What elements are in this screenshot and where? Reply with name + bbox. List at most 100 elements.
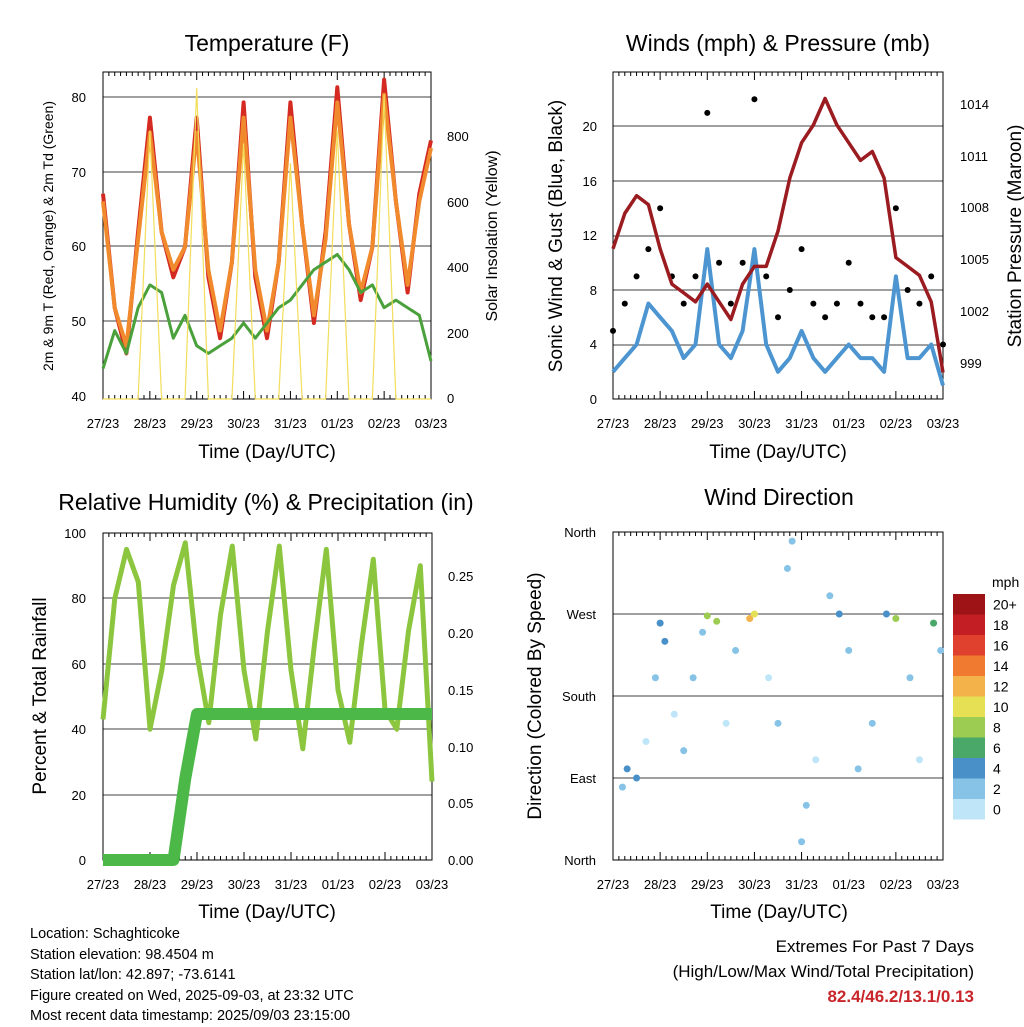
colorbar-swatch: [953, 635, 985, 656]
x-tick-label: 30/23: [227, 416, 260, 431]
x-tick-label: 27/23: [597, 877, 630, 892]
winds-left-ticks: 0 4 8 12 16 20: [583, 119, 597, 407]
direction-point: [915, 756, 923, 764]
wind-ytick-20: 20: [583, 119, 597, 134]
winds-xlabel: Time (Day/UTC): [709, 442, 847, 463]
temperature-ylabel-left: 2m & 9m T (Red, Orange) & 2m Td (Green): [40, 101, 56, 371]
extremes-summary: Extremes For Past 7 Days (High/Low/Max W…: [673, 934, 974, 1009]
x-tick-label: 27/23: [87, 416, 120, 431]
direction-point: [713, 617, 721, 625]
x-tick-label: 01/23: [832, 877, 865, 892]
colorbar-swatch: [953, 717, 985, 738]
rh-y2tick-005: 0.05: [448, 796, 473, 811]
direction-point: [661, 637, 669, 645]
station-info: Location: Schaghticoke Station elevation…: [30, 924, 354, 1027]
extremes-subtitle: (High/Low/Max Wind/Total Precipitation): [672, 962, 974, 981]
x-tick-label: 29/23: [181, 877, 214, 892]
direction-point: [802, 801, 810, 809]
winds-x-ticks: 27/23 28/23 29/23 30/23 31/23 01/23 02/23 03/23: [597, 72, 959, 431]
dir-ytick-west: West: [567, 607, 597, 622]
series-station-pressure: [611, 96, 945, 373]
temp-y2tick-400: 400: [447, 260, 469, 275]
colorbar-label: 14: [993, 658, 1009, 674]
wind-y2tick-1005: 1005: [960, 252, 989, 267]
humidity-left-ticks: 0 20 40 60 80 100: [64, 526, 86, 868]
gust-point: [822, 314, 829, 321]
x-tick-label: 29/23: [691, 877, 724, 892]
humidity-title: Relative Humidity (%) & Precipitation (i…: [58, 489, 473, 515]
colorbar-swatch: [953, 799, 985, 820]
colorbar-swatch: [953, 655, 985, 676]
direction-point: [750, 610, 758, 618]
gust-point: [798, 246, 805, 253]
winds-right-ticks: 999 1002 1005 1008 1011 1014: [960, 97, 989, 371]
x-tick-label: 01/23: [322, 877, 355, 892]
x-tick-label: 28/23: [134, 416, 167, 431]
x-tick-label: 02/23: [880, 416, 913, 431]
gust-point: [881, 314, 888, 321]
gust-point: [610, 327, 616, 334]
gust-point: [704, 109, 711, 116]
direction-point: [845, 646, 853, 654]
latest-data-timestamp: Most recent data timestamp: 2025/09/03 2…: [30, 1008, 351, 1024]
direction-point: [670, 710, 678, 718]
gust-point: [763, 273, 770, 280]
direction-point: [623, 765, 631, 773]
gust-point: [904, 287, 911, 293]
direction-point: [765, 674, 773, 682]
colorbar-label: 6: [993, 740, 1001, 756]
colorbar-swatch: [953, 614, 985, 635]
series-2m-td: [101, 253, 433, 370]
gust-point: [621, 300, 628, 307]
gust-point: [775, 314, 781, 321]
direction-point: [633, 774, 641, 782]
x-tick-label: 02/23: [368, 416, 401, 431]
colorbar-label: 10: [993, 699, 1009, 715]
station-latlon: Station lat/lon: 42.897; -73.6141: [30, 967, 236, 983]
temp-ytick-70: 70: [72, 165, 86, 180]
temperature-xlabel: Time (Day/UTC): [198, 442, 336, 463]
x-tick-label: 02/23: [369, 877, 402, 892]
gust-point: [657, 205, 664, 212]
wind-y2tick-999: 999: [960, 356, 982, 371]
gust-point: [633, 273, 640, 280]
direction-point: [788, 537, 796, 545]
winds-title: Winds (mph) & Pressure (mb): [626, 30, 930, 56]
extremes-values: 82.4/46.2/13.1/0.13: [827, 987, 974, 1006]
rh-ytick-0: 0: [79, 853, 86, 868]
colorbar-label: 12: [993, 678, 1009, 694]
direction-point: [618, 783, 626, 791]
gust-point: [833, 300, 840, 307]
direction-point: [937, 646, 945, 654]
x-tick-label: 27/23: [597, 416, 630, 431]
x-tick-label: 28/23: [134, 877, 167, 892]
rh-y2tick-015: 0.15: [448, 683, 473, 698]
gust-point: [751, 96, 758, 103]
station-location: Location: Schaghticoke: [30, 926, 180, 942]
colorbar-swatch: [953, 676, 985, 697]
gust-point: [940, 341, 946, 348]
direction-point: [892, 615, 900, 623]
x-tick-label: 28/23: [644, 416, 677, 431]
wind-y2tick-1014: 1014: [960, 97, 989, 112]
series-total-rainfall: [103, 708, 432, 866]
rh-y2tick-020: 0.20: [448, 626, 473, 641]
series-solar-insolation: [103, 87, 431, 400]
direction-panel: Wind Direction North East South West Nor…: [525, 484, 1019, 923]
colorbar-label: 4: [993, 760, 1001, 776]
temperature-title: Temperature (F): [185, 30, 350, 56]
humidity-right-ticks: 0.00 0.05 0.10 0.15 0.20 0.25: [448, 569, 473, 868]
direction-x-ticks: 27/23 28/23 29/23 30/23 31/23 01/23 02/23 03/23: [597, 532, 959, 892]
temperature-x-ticks: 27/23 28/23 29/23 30/23 31/23 01/23 02/23 03/23: [87, 72, 447, 431]
wind-ytick-4: 4: [590, 337, 597, 352]
temp-ytick-80: 80: [72, 90, 86, 105]
rh-y2tick-000: 0.00: [448, 853, 473, 868]
x-tick-label: 02/23: [880, 877, 913, 892]
wind-y2tick-1008: 1008: [960, 200, 989, 215]
direction-series: [618, 537, 945, 846]
colorbar-swatch: [953, 696, 985, 717]
extremes-title: Extremes For Past 7 Days: [775, 937, 974, 956]
x-tick-label: 31/23: [785, 877, 818, 892]
direction-ylabel-left: Direction (Colored By Speed): [525, 572, 546, 819]
